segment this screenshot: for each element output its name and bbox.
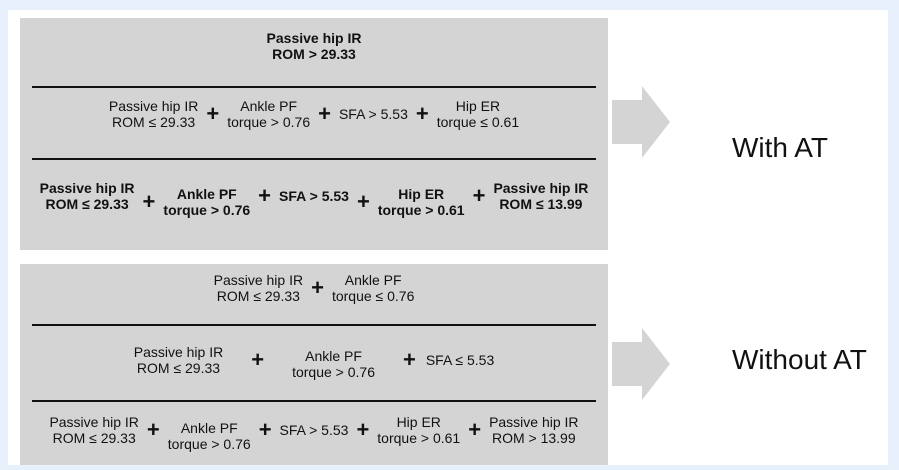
rule-term: Passive hip IR ROM ≤ 29.33 <box>109 98 198 130</box>
plus-operator: + <box>415 101 429 127</box>
panel-with-at: Passive hip IR ROM > 29.33 Passive hip I… <box>20 18 608 250</box>
term-line2: torque ≤ 0.76 <box>331 288 415 305</box>
term-line2: ROM ≤ 29.33 <box>52 430 136 447</box>
rule-term: Ankle PF torque ≤ 0.76 <box>332 272 414 304</box>
term-line1: Passive hip IR <box>266 30 362 46</box>
term-line1: Hip ER <box>396 414 441 430</box>
panel-without-at: Passive hip IR ROM ≤ 29.33 + Ankle PF to… <box>20 264 608 465</box>
rule-term: SFA ≤ 5.53 <box>426 352 494 368</box>
plus-operator: + <box>142 189 156 215</box>
plus-operator: + <box>402 347 416 373</box>
separator <box>32 86 596 88</box>
separator <box>32 400 596 402</box>
rule-term: Passive hip IR ROM > 13.99 <box>489 414 578 446</box>
term-line2: ROM ≤ 29.33 <box>45 196 129 213</box>
rule-term: Passive hip IR ROM ≤ 29.33 <box>40 180 135 212</box>
term-line1: Ankle PF <box>344 272 402 288</box>
rule-term: Hip ER torque ≤ 0.61 <box>437 98 519 130</box>
rule-term: Ankle PF torque > 0.76 <box>168 420 251 452</box>
term-line1: Ankle PF <box>305 348 362 364</box>
arrow-right-icon <box>612 86 670 158</box>
rule-term: Hip ER torque > 0.61 <box>378 186 465 218</box>
plus-operator: + <box>206 101 220 127</box>
rule-2: Passive hip IR ROM ≤ 29.33 + Ankle PF to… <box>20 344 608 380</box>
term-line1: Passive hip IR <box>489 414 579 430</box>
term-line2: ROM ≤ 29.33 <box>136 360 221 377</box>
rule-term: Ankle PF torque > 0.76 <box>163 186 250 218</box>
term-line1: Ankle PF <box>180 420 238 436</box>
rule-term: Passive hip IR ROM ≤ 29.33 <box>134 344 223 376</box>
term-line2: ROM ≤ 13.99 <box>499 196 583 213</box>
term-line1: SFA > 5.53 <box>279 422 349 439</box>
term-line1: SFA > 5.53 <box>338 106 408 123</box>
term-line1: Ankle PF <box>240 98 298 114</box>
plus-operator: + <box>318 101 331 127</box>
rule-term: Passive hip IR ROM > 29.33 <box>267 30 362 62</box>
term-line1: Passive hip IR <box>39 180 135 196</box>
plus-operator: + <box>468 417 482 443</box>
term-line2: torque > 0.76 <box>292 364 375 381</box>
term-line2: torque > 0.76 <box>227 114 311 131</box>
rule-1: Passive hip IR ROM ≤ 29.33 + Ankle PF to… <box>20 272 608 304</box>
term-line1: Passive hip IR <box>493 180 589 196</box>
rule-3: Passive hip IR ROM ≤ 29.33 + Ankle PF to… <box>20 180 608 218</box>
plus-operator: + <box>251 347 265 373</box>
plus-operator: + <box>356 189 370 215</box>
term-line1: Passive hip IR <box>49 414 139 430</box>
rule-term: Passive hip IR ROM ≤ 29.33 <box>214 272 303 304</box>
plus-operator: + <box>258 417 272 443</box>
rule-term: Passive hip IR ROM ≤ 29.33 <box>49 414 138 446</box>
term-line1: Passive hip IR <box>108 98 199 114</box>
rule-term: Hip ER torque > 0.61 <box>377 414 460 446</box>
separator <box>32 158 596 160</box>
rule-2: Passive hip IR ROM ≤ 29.33 + Ankle PF to… <box>20 98 608 130</box>
term-line2: torque ≤ 0.61 <box>436 114 520 131</box>
diagram-frame: Passive hip IR ROM > 29.33 Passive hip I… <box>8 10 888 465</box>
term-line1: SFA > 5.53 <box>279 188 349 205</box>
term-line1: Hip ER <box>455 98 501 114</box>
term-line1: Passive hip IR <box>133 344 224 360</box>
term-line1: Passive hip IR <box>213 272 304 288</box>
term-line2: torque > 0.76 <box>167 436 251 453</box>
term-line1: Ankle PF <box>176 186 237 202</box>
rule-1: Passive hip IR ROM > 29.33 <box>20 30 608 62</box>
arrow-right-icon <box>612 328 670 400</box>
outcome-label: With AT <box>732 132 828 163</box>
term-line1: Hip ER <box>398 186 445 202</box>
rule-3: Passive hip IR ROM ≤ 29.33 + Ankle PF to… <box>20 414 608 452</box>
rule-term: SFA > 5.53 <box>280 422 349 438</box>
outcome-label: Without AT <box>732 344 867 375</box>
separator <box>32 324 596 326</box>
rule-term: Passive hip IR ROM ≤ 13.99 <box>493 180 588 212</box>
term-line2: ROM ≤ 29.33 <box>216 288 300 305</box>
term-line2: torque > 0.61 <box>377 202 465 219</box>
term-line2: torque > 0.76 <box>163 202 251 219</box>
term-line2: torque > 0.61 <box>377 430 461 447</box>
term-line1: SFA ≤ 5.53 <box>425 352 495 369</box>
rule-term: SFA > 5.53 <box>279 188 349 204</box>
plus-operator: + <box>472 183 486 209</box>
plus-operator: + <box>146 417 160 443</box>
rule-term: Ankle PF torque > 0.76 <box>227 98 310 130</box>
plus-operator: + <box>356 417 370 443</box>
term-line2: ROM ≤ 29.33 <box>112 114 196 131</box>
term-line2: ROM > 13.99 <box>491 430 576 447</box>
plus-operator: + <box>258 183 272 209</box>
rule-term: Ankle PF torque > 0.76 <box>292 348 375 380</box>
plus-operator: + <box>311 275 324 301</box>
rule-term: SFA > 5.53 <box>339 106 408 122</box>
term-line2: ROM > 29.33 <box>272 46 356 63</box>
